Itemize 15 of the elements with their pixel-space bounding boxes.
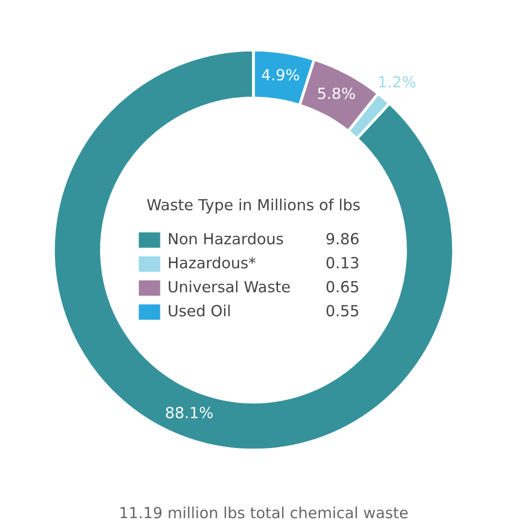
data-label: 1.2% [379,76,416,88]
donut-slice [52,48,455,452]
legend-title: Waste Type in Millions of lbs [147,198,360,214]
text: 0.65 [326,280,358,292]
legend-label: Hazardous* [168,256,256,268]
data-label: 88.1% [166,406,213,418]
text: 0.13 [326,256,358,268]
legend-label: Non Hazardous [168,232,283,244]
data-label: 4.9% [262,68,300,81]
text: 0.55 [326,304,358,316]
legend-label: Used Oil [168,304,230,316]
legend-label: Universal Waste [168,280,290,292]
text: 11.19 million lbs total chemical waste [120,506,408,518]
text: 9.86 [326,232,359,244]
data-label: 5.8% [318,88,355,100]
